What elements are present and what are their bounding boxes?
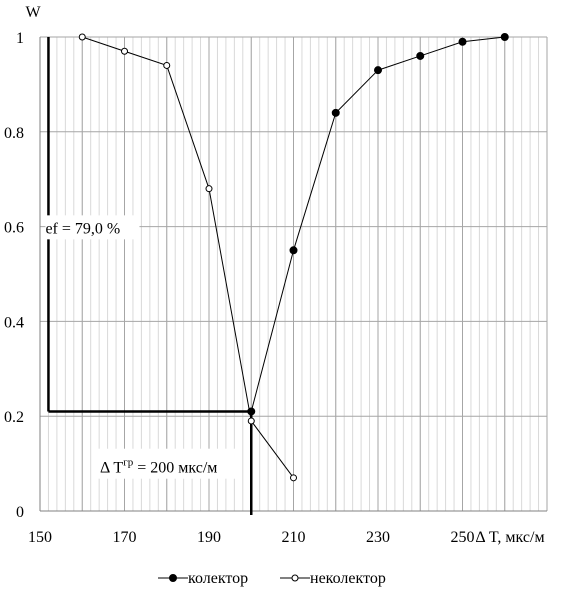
- legend-marker: [291, 574, 299, 582]
- y-tick-label: 0.6: [4, 220, 24, 237]
- y-tick-label: 0.4: [4, 314, 24, 331]
- legend-item: колектор: [158, 570, 248, 587]
- y-tick-label: 0.2: [4, 409, 24, 426]
- x-tick-label: 150: [28, 529, 52, 546]
- data-point: [78, 33, 86, 41]
- y-axis-title: W: [25, 4, 41, 21]
- legend: колектор неколектор: [158, 570, 386, 587]
- data-point: [374, 66, 382, 75]
- x-tick-label: 210: [282, 529, 306, 546]
- legend-label: неколектор: [310, 570, 386, 587]
- data-point: [205, 185, 213, 193]
- annotations: ef = 79,0 % Δ Tгр = 200 мкс/м: [45, 37, 253, 515]
- efficiency-label-background: [45, 215, 140, 240]
- data-point: [289, 246, 298, 255]
- x-tick-label: 250: [451, 529, 475, 546]
- series-kolektor: [247, 33, 509, 416]
- x-axis-title: Δ T, мкс/м: [475, 529, 544, 546]
- y-tick-label: 0: [16, 504, 24, 521]
- y-tick-label: 0.8: [4, 125, 24, 142]
- series-nekolektor: [78, 33, 297, 482]
- data-point: [247, 417, 255, 425]
- series: [78, 33, 509, 482]
- data-point: [290, 474, 297, 482]
- x-tick-label: 190: [197, 529, 221, 546]
- data-point: [458, 37, 467, 46]
- y-tick-label: 1: [16, 30, 24, 47]
- tick-labels: 0 0.2 0.4 0.6 0.8 1 150 170 190 210 230 250 W Δ T, мк…: [4, 4, 545, 546]
- x-tick-label: 170: [113, 529, 137, 546]
- data-point: [163, 61, 171, 69]
- grid: [40, 36, 548, 511]
- legend-label: колектор: [188, 570, 248, 587]
- data-point: [500, 33, 509, 41]
- axes: [39, 37, 547, 512]
- series-line: [82, 36, 294, 479]
- efficiency-label: ef = 79,0 %: [45, 220, 120, 237]
- data-point: [331, 108, 340, 117]
- x-tick-label: 230: [366, 529, 390, 546]
- data-point: [416, 51, 425, 60]
- data-point: [121, 47, 128, 55]
- legend-item: неколектор: [280, 570, 386, 587]
- legend-marker: [169, 574, 177, 582]
- threshold-label-background: [96, 448, 240, 479]
- threshold-label: Δ Tгр = 200 мкс/м: [100, 457, 217, 477]
